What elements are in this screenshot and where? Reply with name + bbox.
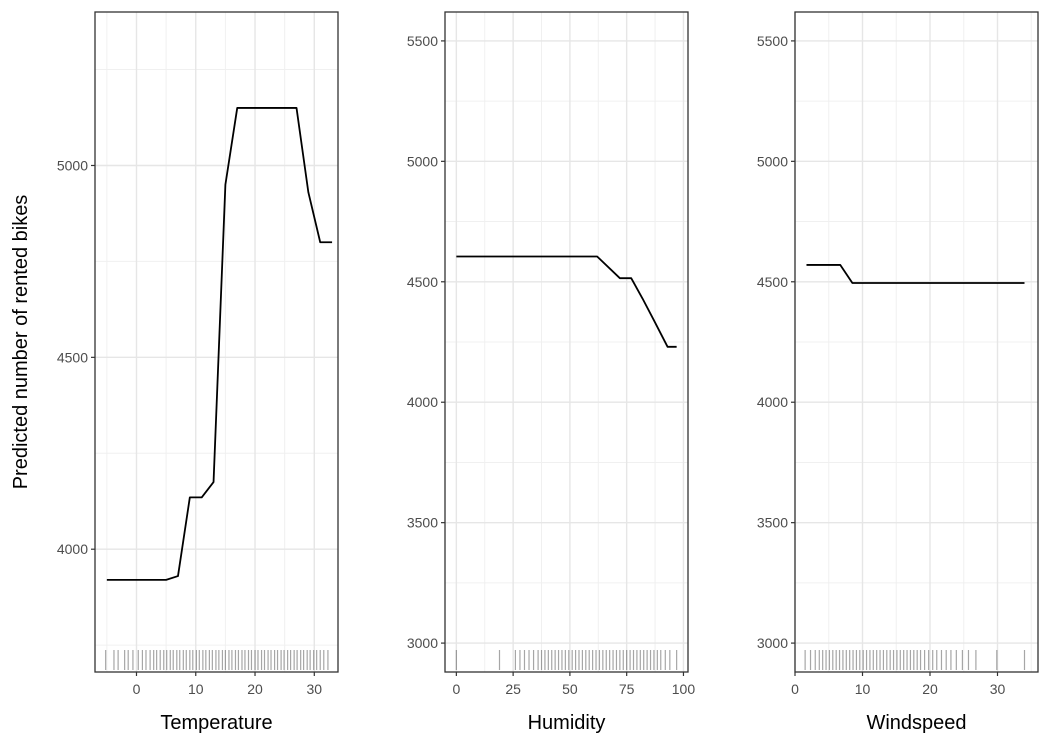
windspeed-y-tick-label: 3000 bbox=[757, 635, 788, 651]
temperature-pdp-line bbox=[106, 107, 333, 581]
temperature-panel-border bbox=[94, 11, 339, 673]
windspeed-y-tick-label: 5500 bbox=[757, 33, 788, 49]
panel-humidity: 3000 3500 4000 4500 5000 5500 0 25 50 75 100 Humidi… bbox=[407, 11, 696, 734]
windspeed-y-tick-label: 4000 bbox=[757, 394, 788, 410]
windspeed-x-tick-label: 10 bbox=[855, 681, 871, 697]
temperature-y-tick-label: 4000 bbox=[57, 541, 88, 557]
humidity-y-tick-label: 4500 bbox=[407, 274, 438, 290]
humidity-x-axis-title: Humidity bbox=[528, 712, 606, 734]
humidity-y-tick-label: 4000 bbox=[407, 394, 438, 410]
humidity-x-tick-label: 75 bbox=[619, 681, 635, 697]
figure-ylabel: Predicted number of rented bikes bbox=[10, 195, 32, 490]
panel-temperature: 4000 4500 5000 0 10 20 30 Temperature bbox=[57, 11, 339, 734]
windspeed-pdp-line bbox=[806, 264, 1025, 284]
humidity-panel-border bbox=[444, 11, 689, 673]
temperature-plot-area bbox=[95, 12, 338, 672]
temperature-x-tick-label: 20 bbox=[247, 681, 263, 697]
humidity-x-tick-label: 0 bbox=[452, 681, 460, 697]
temperature-x-axis-title: Temperature bbox=[160, 712, 272, 734]
temperature-x-tick-label: 0 bbox=[133, 681, 141, 697]
humidity-y-tick-label: 3500 bbox=[407, 515, 438, 531]
windspeed-panel-border bbox=[794, 11, 1039, 673]
windspeed-y-tick-label: 4500 bbox=[757, 274, 788, 290]
windspeed-y-tick-label: 5000 bbox=[757, 153, 788, 169]
temperature-y-tick-label: 4500 bbox=[57, 349, 88, 365]
windspeed-x-tick-label: 0 bbox=[791, 681, 799, 697]
panel-windspeed: 3000 3500 4000 4500 5000 5500 0 10 20 30 Windspeed bbox=[757, 11, 1039, 734]
humidity-y-tick-label: 3000 bbox=[407, 635, 438, 651]
windspeed-y-tick-label: 3500 bbox=[757, 515, 788, 531]
temperature-x-tick-label: 30 bbox=[307, 681, 323, 697]
windspeed-x-tick-label: 20 bbox=[922, 681, 938, 697]
temperature-y-tick-label: 5000 bbox=[57, 157, 88, 173]
humidity-y-tick-label: 5500 bbox=[407, 33, 438, 49]
humidity-x-tick-label: 100 bbox=[672, 681, 696, 697]
windspeed-x-axis-title: Windspeed bbox=[866, 712, 966, 734]
humidity-pdp-line bbox=[456, 255, 677, 348]
humidity-x-tick-label: 50 bbox=[562, 681, 578, 697]
temperature-x-tick-label: 10 bbox=[188, 681, 204, 697]
humidity-y-tick-label: 5000 bbox=[407, 153, 438, 169]
humidity-x-tick-label: 25 bbox=[505, 681, 521, 697]
windspeed-x-tick-label: 30 bbox=[990, 681, 1006, 697]
